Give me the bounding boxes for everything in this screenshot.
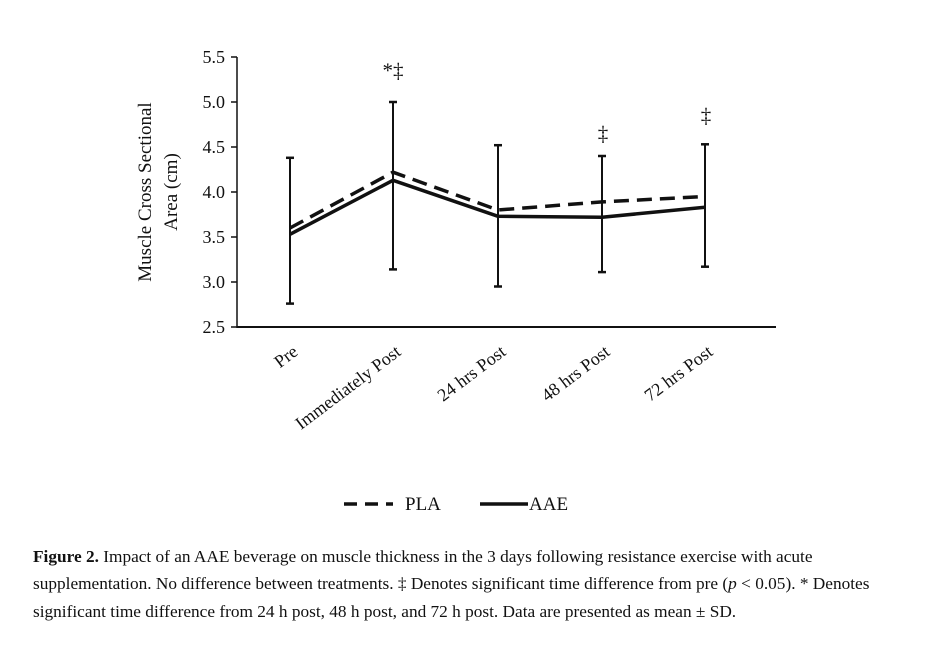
y-axis-label-line: Area (cm) [161, 153, 182, 231]
x-tick-label: Pre [270, 341, 301, 371]
y-tick-label: 4.5 [203, 137, 226, 157]
legend-label-aae: AAE [529, 494, 568, 515]
legend-label-pla: PLA [405, 494, 441, 515]
figure-caption: Figure 2. Impact of an AAE beverage on m… [33, 543, 913, 625]
caption-text-2: < 0.05). * Denotes significant time diff… [33, 574, 870, 621]
legend: PLA AAE [344, 494, 568, 515]
x-tick-label: Immediately Post [291, 341, 404, 433]
annotations: *‡ ‡ ‡ [383, 59, 712, 146]
y-tick-label: 5.5 [203, 47, 226, 67]
series-lines [289, 170, 706, 236]
significance-annotation: ‡ [598, 122, 609, 146]
y-tick-label: 5.0 [203, 92, 226, 112]
caption-p: p [728, 574, 737, 594]
x-tick-label: 72 hrs Post [640, 341, 716, 405]
caption-label: Figure 2. [33, 547, 99, 566]
series-line-pla [289, 170, 706, 230]
y-axis-label-line: Muscle Cross Sectional [135, 102, 156, 281]
x-tick-label: 24 hrs Post [433, 341, 509, 405]
y-tick-label: 3.5 [203, 227, 226, 247]
y-tick-label: 2.5 [203, 317, 226, 337]
y-axis: 2.5 3.0 3.5 4.0 4.5 5.0 5.5 [203, 47, 238, 337]
y-axis-label: Muscle Cross Sectional Area (cm) [135, 102, 182, 281]
y-tick-label: 4.0 [203, 182, 226, 202]
significance-annotation: *‡ [383, 59, 404, 83]
x-tick-label: 48 hrs Post [537, 341, 613, 405]
error-bars [286, 100, 709, 305]
significance-annotation: ‡ [701, 104, 712, 128]
caption-text-1: Impact of an AAE beverage on muscle thic… [33, 547, 813, 594]
y-tick-label: 3.0 [203, 272, 226, 292]
